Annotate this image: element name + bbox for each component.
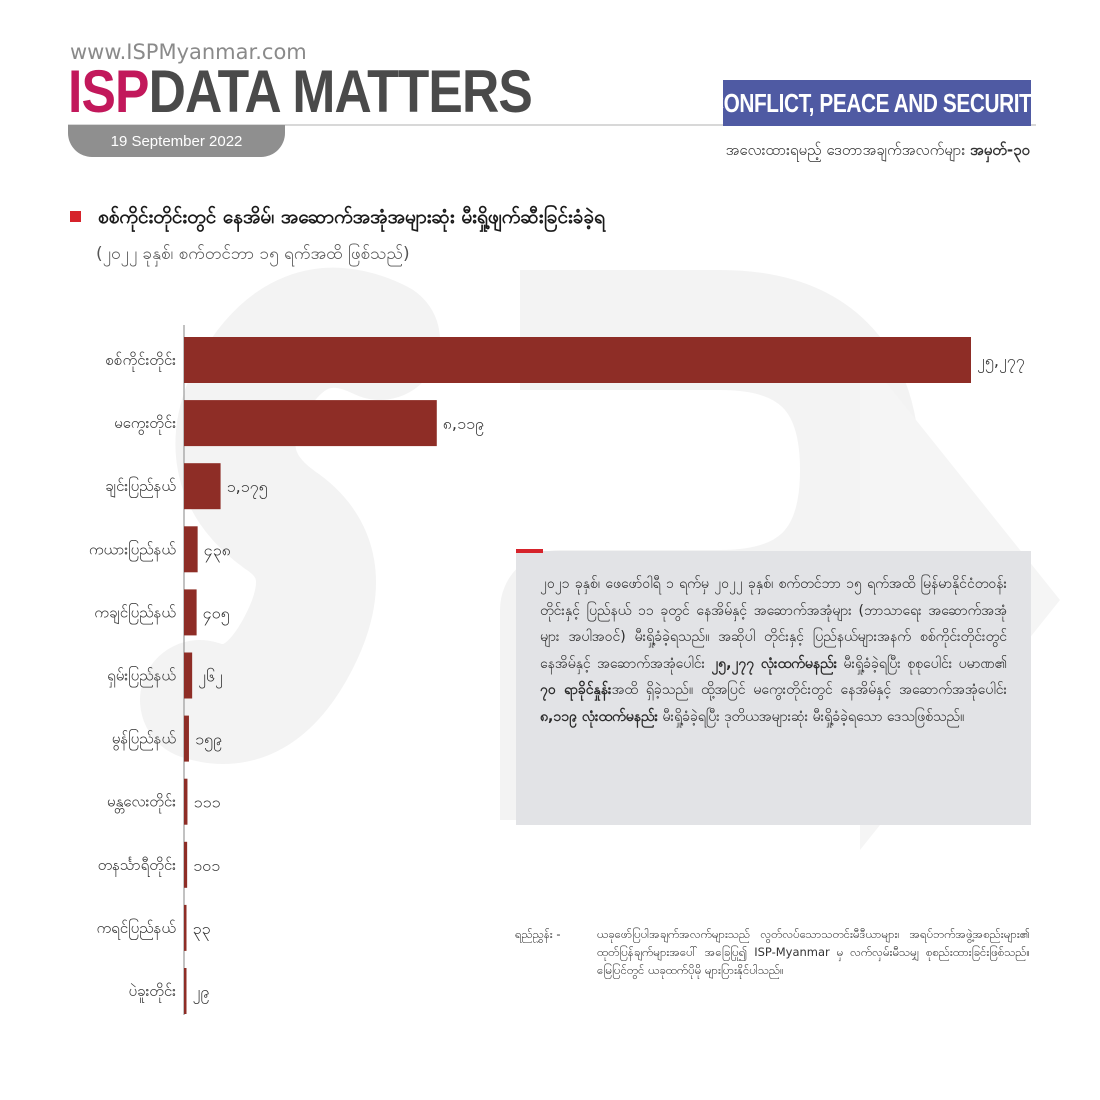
value-label-0: ၂၅,၂၇၇	[977, 351, 1025, 373]
header-divider	[68, 124, 1036, 126]
category-label-3: ကယားပြည်နယ်	[89, 539, 176, 561]
bar-4	[184, 589, 197, 636]
infobox-accent	[516, 549, 543, 553]
category-text: CONFLICT, PEACE AND SECURITY	[709, 87, 1045, 118]
value-label-1: ၈,၁၁၉	[443, 414, 484, 436]
info-box: ၂၀၂၁ ခုနှစ်၊ ဖေဖော်ဝါရီ ၁ ရက်မှ ၂၀၂၂ ခုန…	[516, 551, 1031, 825]
category-label-5: ရှမ်းပြည်နယ်	[107, 666, 176, 688]
category-label-10: ပဲခူးတိုင်း	[128, 982, 176, 1003]
value-label-8: ၁၀၁	[193, 856, 220, 875]
category-label-4: ကချင်ပြည်နယ်	[94, 602, 176, 624]
source-label: ရည်ညွှန်း -	[515, 927, 561, 941]
bar-7	[184, 778, 188, 825]
value-label-10: ၂၉	[193, 982, 210, 1004]
bar-2	[184, 463, 221, 510]
value-label-5: ၂၆၂	[198, 667, 223, 689]
value-label-9: ၃၃	[193, 919, 211, 941]
series-number: အမှတ်-၃၀	[969, 141, 1030, 159]
category-label-0: စစ်ကိုင်းတိုင်း	[106, 351, 177, 372]
category-label-9: ကရင်ပြည်နယ်	[96, 918, 176, 940]
bar-3	[184, 526, 198, 573]
value-label-2: ၁,၁၇၅	[227, 477, 268, 499]
bar-8	[184, 841, 188, 888]
source-text: ယခုဖော်ပြပါအချက်အလက်များသည် လွတ်လပ်သောသတ…	[597, 927, 1030, 977]
category-badge: CONFLICT, PEACE AND SECURITY	[709, 80, 1045, 126]
category-label-8: တနင်္သာရီတိုင်း	[98, 856, 177, 877]
info-text-d: အထိ ရှိခဲ့သည်။ ထို့အပြင် မကွေးတိုင်းတွင်…	[611, 682, 1008, 698]
bar-6	[184, 715, 189, 762]
category-label-7: မန္တလေးတိုင်း	[107, 793, 176, 814]
series-label: အလေးထားရမည့် ဒေတာအချက်အလက်များ အမှတ်-၃၀	[726, 141, 1030, 163]
brand-isp: ISP	[68, 58, 149, 125]
bar-10	[184, 968, 187, 1014]
chart-title: စစ်ကိုင်းတိုင်းတွင် နေအိမ်၊ အဆောက်အအုံအမ…	[98, 206, 606, 228]
value-label-7: ၁၁၁	[193, 793, 220, 812]
brand-logo: ISPDATA MATTERS	[68, 62, 533, 122]
chart-subtitle: (၂၀၂၂ ခုနှစ်၊ စက်တင်ဘာ ၁၅ ရက်အထိ ဖြစ်သည်…	[96, 244, 410, 264]
series-text: အလေးထားရမည့် ဒေတာအချက်အလက်များ	[725, 141, 966, 159]
value-label-4: ၄၀၅	[203, 603, 230, 625]
value-label-6: ၁၅၉	[195, 730, 222, 752]
info-highlight-1: ၂၅,၂၇၇ လုံးထက်မနည်း	[711, 655, 838, 672]
bar-0	[184, 337, 971, 383]
info-text-a: ၂၀၂၁ ခုနှစ်၊ ဖေဖော်ဝါရီ ၁ ရက်မှ ၂၀၂၂ ခုန…	[540, 576, 1007, 672]
value-label-3: ၄၃၈	[204, 540, 231, 562]
date-text: 19 September 2022	[110, 132, 243, 150]
info-text-e: မီးရှို့ခံခဲ့ရပြီး ဒုတိယအများဆုံး မီးရှိ…	[658, 708, 965, 725]
site-url: www.ISPMyanmar.com	[70, 40, 307, 64]
category-label-1: မကွေးတိုင်း	[114, 414, 176, 435]
bar-1	[184, 400, 437, 447]
category-label-2: ချင်းပြည်နယ်	[105, 476, 176, 498]
brand-rest: DATA MATTERS	[148, 58, 533, 125]
info-paragraph: ၂၀၂၁ ခုနှစ်၊ ဖေဖော်ဝါရီ ၁ ရက်မှ ၂၀၂၂ ခုန…	[540, 571, 1007, 730]
source-note: ရည်ညွှန်း - ယခုဖော်ပြပါအချက်အလက်များသည် …	[515, 925, 1030, 979]
bar-5	[184, 652, 193, 699]
title-marker	[70, 211, 81, 222]
date-badge: 19 September 2022	[68, 125, 285, 157]
info-text-c: မီးရှို့ခံခဲ့ရပြီး စုစုပေါင်း ပမာဏ၏	[837, 655, 1007, 672]
info-highlight-2: ၇၀ ရာခိုင်နှုန်း	[540, 682, 612, 698]
category-label-6: မွန်ပြည်နယ်	[112, 729, 176, 751]
bar-9	[184, 904, 187, 951]
info-highlight-3: ၈,၁၁၉ လုံးထက်မနည်း	[540, 708, 659, 725]
